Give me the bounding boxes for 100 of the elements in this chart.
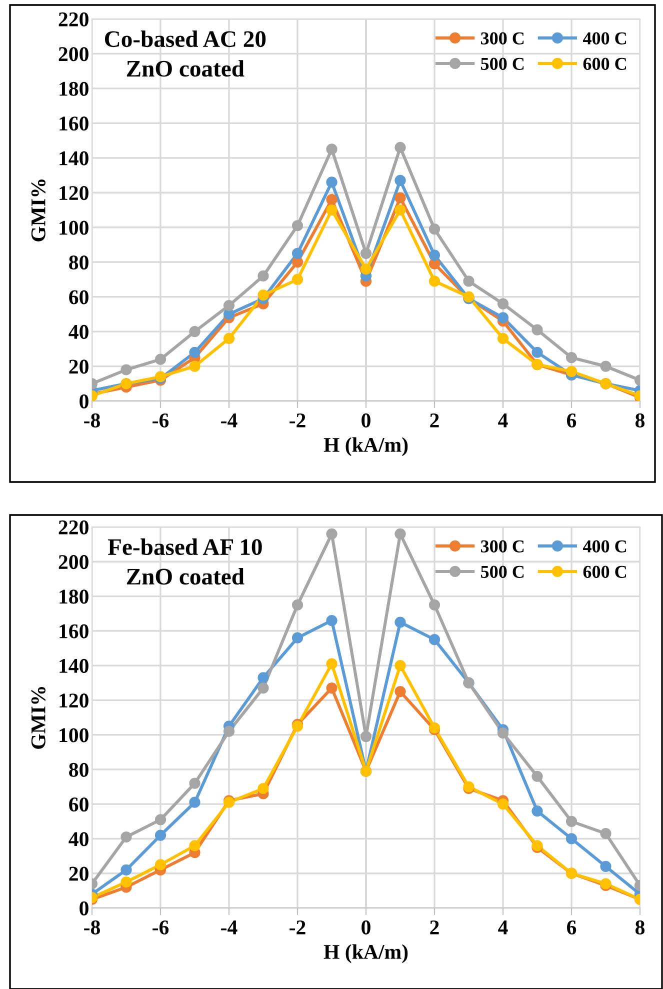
legend-label: 500 C	[481, 566, 524, 578]
point	[532, 770, 543, 782]
x-axis-title: H (kA/m)	[324, 437, 408, 456]
y-tick-label: 100	[60, 728, 88, 742]
x-tick-label: 2	[430, 920, 439, 934]
x-tick-label: 4	[498, 414, 508, 428]
point	[258, 270, 269, 282]
point	[394, 616, 406, 628]
y-tick-label: 220	[58, 12, 88, 26]
legend-label: 300 C	[480, 540, 524, 552]
point	[428, 276, 440, 287]
y-tick-label: 140	[60, 658, 88, 673]
x-tick-label: -2	[290, 920, 306, 934]
point	[189, 326, 200, 338]
point	[292, 248, 304, 259]
x-tick-label: 0	[362, 413, 370, 428]
point	[189, 796, 200, 808]
y-tick-label: 160	[60, 116, 88, 131]
text: Fe-based AF 10 ZnO coated	[108, 538, 262, 585]
y-tick-label: 0	[80, 394, 88, 408]
point	[258, 782, 269, 794]
point	[120, 864, 132, 876]
point	[394, 686, 406, 698]
point	[154, 814, 166, 826]
x-tick-label: -6	[152, 920, 169, 934]
point	[223, 726, 235, 737]
point	[292, 220, 304, 232]
y-tick-label: 0	[80, 901, 88, 916]
y-tick-label: 120	[60, 186, 88, 200]
x-tick-label: 8	[635, 413, 645, 428]
x-tick-label: -4	[221, 414, 238, 428]
point	[292, 274, 304, 286]
point	[428, 224, 440, 235]
legend-label: 400 C	[582, 32, 626, 44]
y-tick-label: 160	[60, 624, 88, 638]
point	[394, 660, 406, 672]
point	[532, 805, 543, 817]
point	[394, 192, 406, 204]
y-tick-label: 20	[69, 360, 88, 374]
point	[326, 144, 338, 155]
y-tick-label: 180	[60, 590, 88, 604]
point	[566, 366, 578, 378]
x-axis-title: H (kA/m)	[324, 944, 408, 964]
y-tick-label: 140	[60, 151, 88, 166]
point	[428, 258, 440, 270]
y-tick-label: 120	[60, 694, 88, 708]
point	[223, 332, 235, 344]
x-tick-label: -4	[221, 920, 238, 934]
y-axis-title: GMI%	[31, 687, 46, 749]
point	[189, 840, 200, 852]
point	[532, 324, 543, 336]
point	[326, 528, 338, 540]
point	[326, 682, 338, 694]
y-tick-label: 200	[58, 555, 88, 570]
x-tick-label: -8	[84, 920, 100, 934]
x-tick-label: -8	[84, 413, 100, 428]
point	[497, 298, 509, 310]
point	[189, 360, 200, 372]
x-tick-label: 8	[635, 920, 645, 934]
point	[258, 290, 269, 301]
legend-label: 300 C	[480, 32, 524, 44]
y-tick-label: 40	[68, 324, 88, 339]
point	[154, 830, 166, 841]
y-tick-label: 80	[69, 255, 88, 270]
y-tick-label: 100	[60, 220, 88, 235]
y-tick-label: 180	[60, 82, 88, 96]
x-tick-label: 6	[567, 920, 576, 934]
point	[394, 204, 406, 216]
point	[189, 346, 200, 358]
point	[326, 658, 338, 670]
point	[223, 300, 235, 312]
point	[292, 599, 304, 610]
point	[189, 778, 200, 789]
point	[600, 828, 612, 840]
point	[360, 263, 372, 275]
point	[497, 728, 509, 739]
point	[258, 672, 269, 684]
y-tick-label: 20	[69, 866, 88, 881]
point	[532, 346, 543, 358]
point	[326, 614, 338, 626]
point	[360, 248, 372, 259]
point	[326, 204, 338, 216]
x-tick-label: -6	[152, 413, 169, 428]
point	[394, 142, 406, 154]
point	[120, 364, 132, 376]
point	[326, 176, 338, 188]
point	[154, 354, 166, 365]
y-tick-label: 200	[58, 47, 88, 62]
x-tick-label: 0	[362, 920, 370, 934]
legend-label: 500 C	[481, 58, 524, 70]
point	[120, 876, 132, 888]
legend-label: 600 C	[583, 566, 626, 578]
point	[360, 730, 372, 742]
legend-label: 600 C	[583, 58, 626, 70]
point	[394, 528, 406, 540]
point	[154, 859, 166, 870]
x-tick-label: -2	[290, 413, 306, 428]
point	[428, 634, 440, 646]
x-tick-label: 6	[567, 413, 576, 428]
point	[497, 312, 509, 324]
